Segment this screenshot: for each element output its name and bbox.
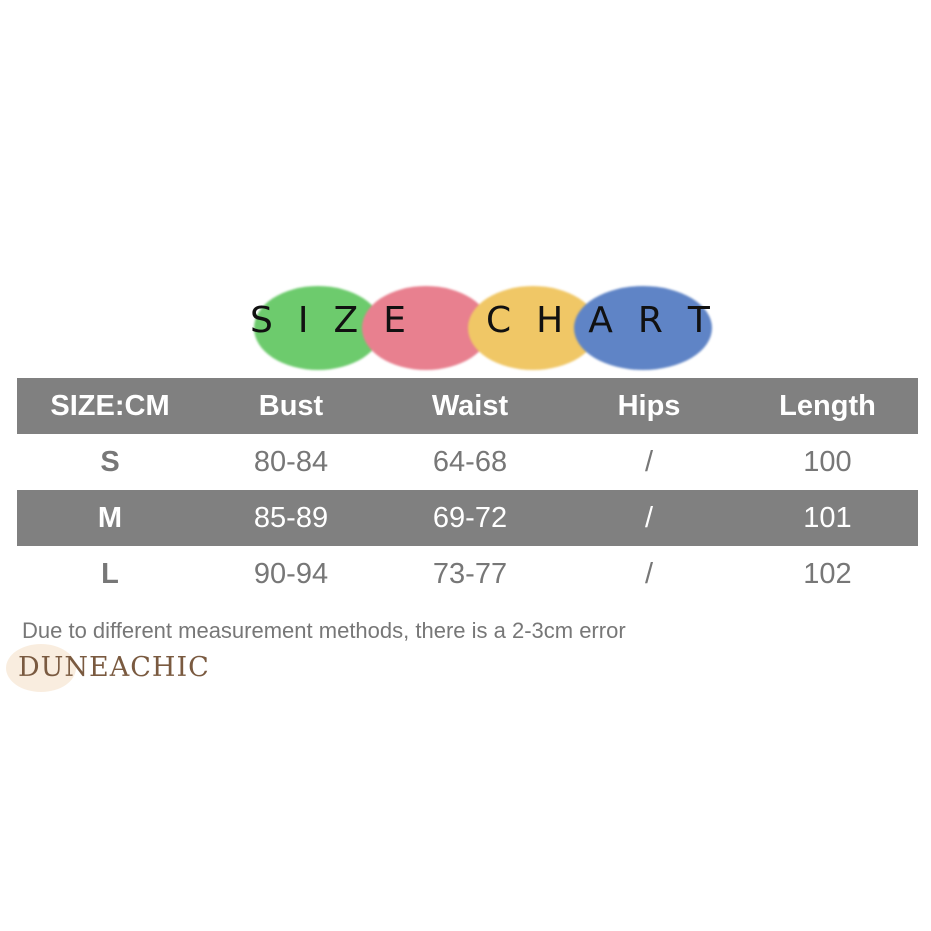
table-cell: / (644, 445, 654, 478)
table-cell: 100 (803, 445, 852, 478)
header-cell: Length (779, 389, 876, 422)
title-letter: C (485, 300, 512, 341)
table-cell: 73-77 (432, 557, 508, 590)
table-cell: / (644, 501, 654, 534)
size-cell: M (97, 501, 123, 534)
watermark-blob (6, 644, 76, 692)
table-row: S 80-84 64-68 / 100 (17, 434, 918, 490)
header-cell: Hips (617, 389, 681, 422)
blue-circle (574, 286, 712, 370)
table-cell: / (644, 557, 654, 590)
size-cell: S (100, 445, 120, 478)
table-row: M 85-89 69-72 / 101 (17, 490, 918, 546)
table-cell: 69-72 (432, 501, 508, 534)
header-cell: SIZE:CM (50, 389, 170, 422)
table-cell: 102 (803, 557, 852, 590)
measurement-note: Due to different measurement methods, th… (22, 618, 626, 643)
table-row: L 90-94 73-77 / 102 (17, 546, 918, 602)
title-letter: H (536, 300, 564, 341)
header-cell: Waist (431, 389, 509, 422)
table-cell: 64-68 (432, 445, 508, 478)
title-letter: A (588, 300, 613, 341)
size-table: SIZE:CM Bust Waist Hips Length S 80-84 6… (17, 378, 918, 602)
table-cell: 101 (803, 501, 852, 534)
title-letter: E (383, 300, 406, 341)
header-cell: Bust (258, 389, 324, 422)
green-circle (254, 286, 382, 370)
size-chart-title: S I Z E C H A R T (250, 300, 710, 341)
watermark-logo: DUNEACHIC (18, 652, 210, 683)
table-cell: 90-94 (253, 557, 329, 590)
title-letter: Z (333, 300, 359, 341)
title-letter: T (687, 300, 710, 341)
title-letter: S (250, 300, 273, 341)
table-cell: 80-84 (253, 445, 329, 478)
size-cell: L (101, 557, 119, 590)
title-letter: I (297, 300, 309, 341)
table-header: SIZE:CM Bust Waist Hips Length (17, 378, 918, 434)
title-letter: R (637, 300, 663, 341)
table-cell: 85-89 (253, 501, 329, 534)
